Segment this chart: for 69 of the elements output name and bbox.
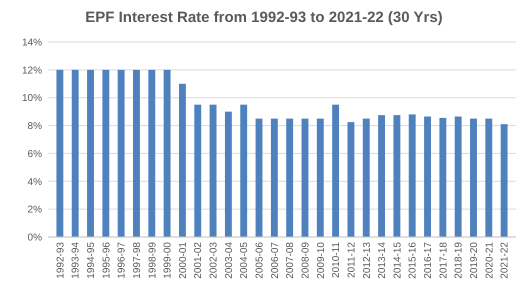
y-tick-label: 6% — [28, 148, 42, 160]
bar — [118, 70, 125, 237]
x-tick-label: 2020-21 — [484, 242, 496, 279]
x-tick-label: 2004-05 — [239, 242, 250, 279]
bar — [72, 70, 79, 237]
x-tick-label: 2019-20 — [468, 242, 480, 279]
x-tick-label: 2012-13 — [362, 242, 373, 279]
x-tick-label: 2005-06 — [254, 242, 266, 279]
x-tick-label: 2008-09 — [300, 242, 312, 279]
x-tick-label: 2010-11 — [331, 242, 342, 278]
bar — [378, 115, 386, 237]
x-tick-label: 2017-18 — [438, 242, 450, 279]
bar — [316, 118, 324, 237]
x-tick-label: 2014-15 — [392, 242, 404, 279]
x-tick-label: 2011-12 — [346, 242, 358, 278]
x-tick-label: 1993-94 — [70, 242, 82, 279]
bar — [87, 70, 94, 237]
y-tick-label: 8% — [28, 121, 42, 132]
bar — [424, 116, 431, 237]
bar — [148, 70, 156, 237]
bar — [347, 122, 354, 237]
bar — [102, 70, 110, 237]
x-tick-label: 1995-96 — [101, 242, 112, 279]
bar — [302, 118, 308, 237]
x-tick-label: 1999-00 — [162, 242, 174, 279]
bar — [362, 118, 370, 237]
x-tick-label: 1992-93 — [55, 242, 66, 279]
x-tick-label: 2003-04 — [224, 242, 235, 279]
x-tick-label: 2009-10 — [316, 242, 327, 279]
bar — [485, 118, 492, 237]
x-tick-label: 2002-03 — [208, 242, 220, 279]
x-tick-label: 1997-98 — [132, 242, 143, 279]
x-tick-label: 2015-16 — [408, 242, 419, 279]
bar — [256, 118, 262, 237]
bar — [240, 104, 248, 237]
y-tick-label: 12% — [22, 65, 42, 76]
bar — [286, 118, 294, 237]
bar — [56, 70, 64, 237]
x-tick-label: 2007-08 — [285, 242, 296, 279]
bar — [194, 104, 202, 237]
y-tick-label: 14% — [22, 38, 42, 48]
x-tick-label: 2001-02 — [193, 242, 204, 279]
x-tick-label: 1996-97 — [116, 242, 128, 279]
bar — [164, 70, 171, 237]
x-tick-label: 1998-99 — [147, 242, 158, 279]
y-tick-label: 2% — [28, 204, 42, 216]
x-tick-label: 2000-01 — [178, 242, 189, 279]
bar — [408, 114, 416, 237]
bar — [270, 118, 278, 237]
bar — [439, 118, 446, 237]
x-tick-label: 2021-22 — [500, 242, 511, 279]
bar — [500, 124, 508, 237]
bar — [332, 104, 340, 237]
x-tick-label: 1994-95 — [86, 242, 98, 279]
bar — [393, 115, 400, 237]
bar — [133, 70, 140, 237]
y-tick-label: 4% — [28, 176, 42, 188]
chart-title: EPF Interest Rate from 1992-93 to 2021-22 (30 Yrs) — [85, 9, 443, 26]
bar — [470, 118, 477, 237]
y-tick-label: 10% — [22, 93, 42, 104]
bar — [224, 112, 232, 237]
x-tick-label: 2016-17 — [423, 242, 434, 279]
y-tick-label: 0% — [28, 232, 42, 244]
x-tick-label: 2013-14 — [377, 242, 388, 279]
bar — [178, 84, 186, 237]
bar — [454, 116, 462, 237]
bar — [210, 104, 217, 237]
x-tick-label: 2018-19 — [454, 242, 465, 279]
x-tick-label: 2006-07 — [270, 242, 281, 279]
